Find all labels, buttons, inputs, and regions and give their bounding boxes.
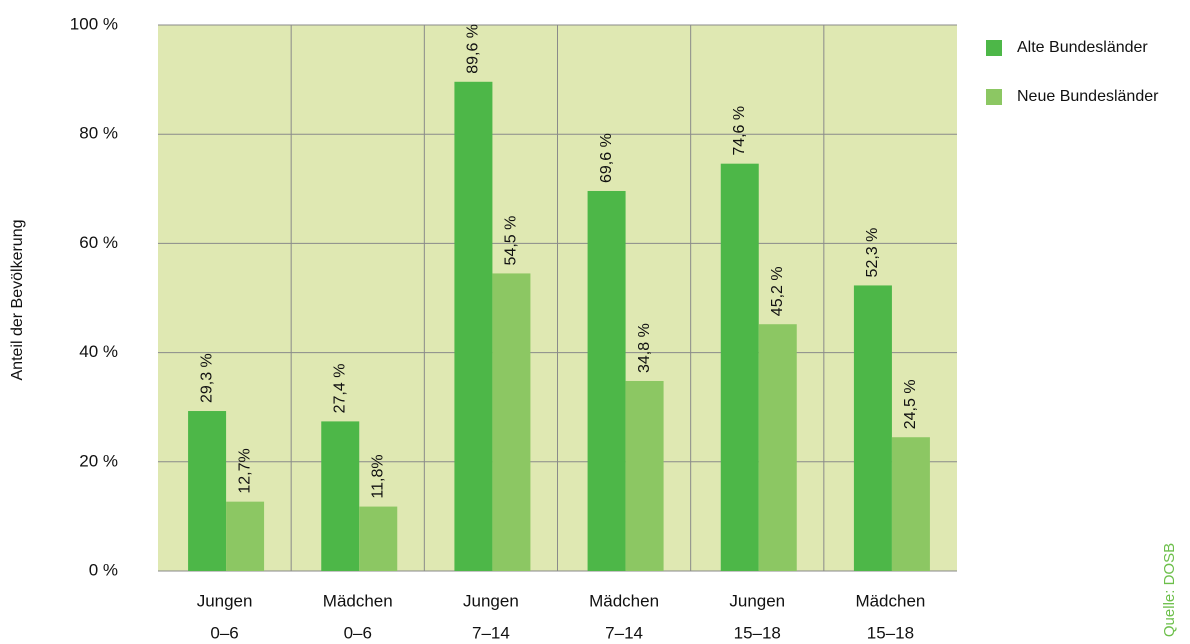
x-tick-label: Jungen [729, 591, 785, 610]
bar [587, 190, 626, 571]
value-label: 12,7% [236, 448, 253, 493]
bar [492, 273, 531, 571]
x-tick-label: 7–14 [605, 623, 643, 642]
bar [625, 380, 664, 571]
bar [758, 324, 797, 571]
value-label: 89,6 % [465, 24, 482, 74]
y-tick-label: 20 % [79, 451, 118, 470]
bar [853, 285, 892, 571]
source: Quelle: DOSB [1161, 543, 1178, 637]
y-tick-label: 60 % [79, 233, 118, 252]
legend-label: Neue Bundesländer [1017, 88, 1159, 105]
x-tick-label: 15–18 [734, 623, 781, 642]
x-tick-label: Jungen [463, 591, 519, 610]
legend-swatch [986, 40, 1002, 56]
value-label: 34,8 % [636, 323, 653, 373]
y-tick-label: 80 % [79, 124, 118, 143]
y-axis-label: Anteil der Bevölkerung [9, 220, 26, 381]
x-tick-label: Jungen [197, 591, 253, 610]
value-label: 52,3 % [864, 228, 881, 278]
x-tick-label: 7–14 [472, 623, 510, 642]
legend-swatch [986, 89, 1002, 105]
value-label: 69,6 % [598, 133, 615, 183]
bar [188, 411, 227, 571]
y-tick-label: 0 % [89, 560, 118, 579]
bar [359, 506, 398, 571]
bar [720, 163, 759, 571]
legend-label: Alte Bundesländer [1017, 39, 1148, 56]
bar [321, 421, 360, 571]
x-tick-label: Mädchen [589, 591, 659, 610]
value-label: 29,3 % [198, 353, 215, 403]
value-label: 11,8% [369, 454, 386, 498]
bar [226, 501, 265, 571]
y-tick-label: 100 % [70, 14, 118, 33]
x-tick-label: 0–6 [210, 623, 238, 642]
x-tick-label: 15–18 [867, 623, 914, 642]
bar [891, 437, 930, 571]
value-label: 27,4 % [331, 364, 348, 414]
bar [454, 81, 493, 571]
value-label: 54,5 % [503, 216, 520, 266]
value-label: 45,2 % [769, 266, 786, 316]
x-tick-label: 0–6 [344, 623, 372, 642]
x-tick-label: Mädchen [323, 591, 393, 610]
x-tick-label: Mädchen [855, 591, 925, 610]
y-tick-label: 40 % [79, 342, 118, 361]
value-label: 24,5 % [902, 379, 919, 429]
value-label: 74,6 % [731, 106, 748, 156]
